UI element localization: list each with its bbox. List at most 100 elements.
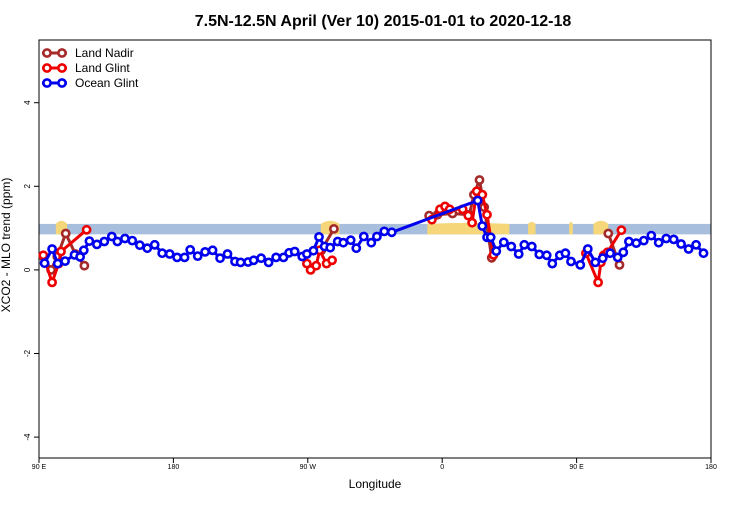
chart-title: 7.5N-12.5N April (Ver 10) 2015-01-01 to …	[195, 13, 572, 30]
data-point-ocean-glint	[379, 226, 390, 237]
data-point-ocean-glint	[472, 195, 483, 206]
x-tick-label: 90 W	[300, 464, 317, 471]
data-point-land-nadir	[474, 175, 485, 185]
data-point-land-glint	[467, 217, 477, 228]
data-point-ocean-glint	[366, 237, 377, 248]
data-point-land-glint	[463, 210, 474, 221]
data-point-ocean-glint	[547, 258, 558, 269]
data-point-land-glint	[81, 224, 92, 235]
data-point-land-glint	[593, 277, 603, 288]
x-axis-label: Longitude	[349, 477, 402, 491]
legend-label-ocean-glint: Ocean Glint	[75, 76, 139, 90]
data-point-ocean-glint	[39, 258, 50, 269]
data-point-ocean-glint	[612, 252, 623, 263]
data-point-ocean-glint	[668, 234, 679, 245]
data-point-ocean-glint	[534, 249, 545, 260]
data-point-ocean-glint	[653, 237, 664, 248]
data-point-ocean-glint	[618, 247, 629, 258]
legend-label-land-nadir: Land Nadir	[75, 46, 134, 60]
data-point-ocean-glint	[597, 253, 608, 264]
plot-layer: -4 -2 0 2 4 90 E 180 90 W 0 90 E 180	[23, 39, 717, 471]
data-point-land-nadir	[60, 228, 71, 239]
data-point-ocean-glint	[676, 239, 686, 249]
data-point-ocean-glint	[345, 235, 356, 246]
data-point-ocean-glint	[308, 245, 319, 256]
data-point-land-glint	[616, 225, 627, 236]
background-band	[39, 223, 711, 235]
data-point-ocean-glint	[498, 237, 509, 248]
data-point-ocean-glint	[235, 257, 246, 268]
data-point-ocean-glint	[164, 249, 175, 259]
data-point-ocean-glint	[526, 241, 537, 252]
data-point-land-nadir	[603, 228, 614, 239]
x-tick-label: 0	[440, 464, 444, 471]
data-point-ocean-glint	[200, 246, 210, 257]
data-point-ocean-glint	[179, 252, 190, 263]
legend-label-land-glint: Land Glint	[75, 61, 130, 75]
data-point-ocean-glint	[646, 230, 657, 241]
data-point-ocean-glint	[638, 235, 649, 246]
data-point-ocean-glint	[314, 231, 324, 242]
data-point-land-glint	[56, 246, 66, 257]
data-point-ocean-glint	[683, 244, 694, 254]
data-point-ocean-glint	[60, 256, 70, 266]
data-point-ocean-glint	[84, 236, 95, 246]
data-point-ocean-glint	[358, 231, 369, 242]
legend-marker-land-nadir	[57, 48, 67, 58]
data-point-ocean-glint	[560, 248, 571, 259]
data-point-ocean-glint	[624, 236, 634, 247]
data-point-ocean-glint	[142, 243, 153, 254]
land-mask-region-5	[569, 221, 573, 235]
data-point-ocean-glint	[566, 256, 576, 267]
data-point-ocean-glint	[491, 246, 502, 256]
data-point-ocean-glint	[513, 249, 524, 259]
data-point-land-glint	[47, 277, 57, 288]
data-point-ocean-glint	[172, 252, 182, 263]
data-point-ocean-glint	[222, 249, 233, 259]
data-point-ocean-glint	[134, 240, 145, 251]
data-point-land-glint	[311, 260, 322, 271]
legend-marker-land-glint	[42, 63, 52, 73]
y-tick-label: 2	[23, 184, 32, 189]
data-point-ocean-glint	[106, 231, 117, 242]
data-point-ocean-glint	[112, 236, 123, 247]
data-point-ocean-glint	[371, 231, 382, 242]
series-ocean-glint	[39, 195, 709, 270]
data-point-ocean-glint	[582, 244, 593, 254]
data-point-ocean-glint	[631, 238, 642, 248]
data-point-ocean-glint	[351, 243, 362, 254]
legend-marker-land-nadir	[42, 48, 52, 58]
y-tick-label: -4	[23, 433, 32, 441]
data-point-ocean-glint	[192, 251, 203, 261]
legend-marker-ocean-glint	[42, 78, 52, 88]
data-point-ocean-glint	[661, 233, 672, 244]
data-point-ocean-glint	[47, 244, 57, 254]
data-point-ocean-glint	[127, 235, 138, 246]
data-point-land-glint	[482, 209, 492, 220]
x-tick-label: 180	[705, 464, 717, 471]
land-mask-region-4	[528, 221, 536, 235]
data-point-land-glint	[327, 255, 337, 266]
legend-marker-land-glint	[57, 63, 67, 73]
data-point-ocean-glint	[185, 244, 196, 255]
data-point-ocean-glint	[506, 241, 517, 252]
data-point-ocean-glint	[99, 236, 110, 247]
data-point-ocean-glint	[485, 232, 496, 243]
data-point-ocean-glint	[575, 259, 586, 270]
data-point-ocean-glint	[605, 248, 616, 259]
y-tick-label: 0	[23, 267, 32, 272]
data-point-ocean-glint	[590, 257, 601, 268]
x-tick-label: 180	[168, 464, 180, 471]
data-point-ocean-glint	[289, 246, 300, 257]
data-point-ocean-glint	[207, 245, 218, 256]
data-point-land-nadir	[614, 259, 625, 270]
data-point-ocean-glint	[157, 248, 168, 259]
data-point-ocean-glint	[386, 227, 397, 238]
x-tick-label: 90 E	[32, 464, 47, 471]
plot-frame	[38, 39, 712, 459]
data-point-ocean-glint	[256, 253, 266, 264]
data-point-ocean-glint	[477, 221, 488, 231]
